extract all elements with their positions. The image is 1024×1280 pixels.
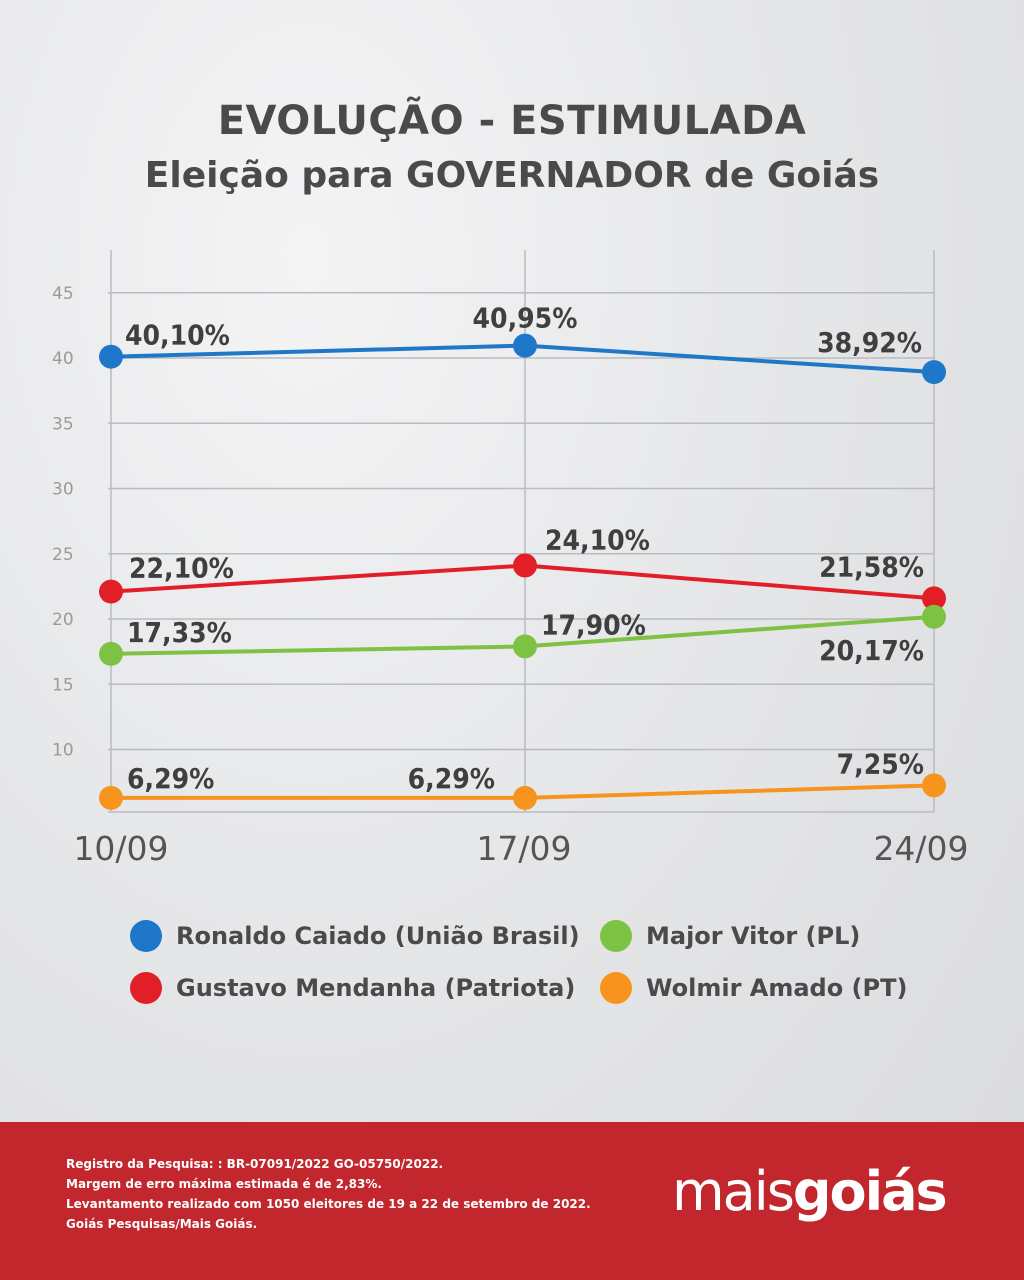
note-sample: Levantamento realizado com 1050 eleitore…: [66, 1197, 591, 1211]
y-tick-label: 35: [52, 414, 74, 434]
data-point: [99, 579, 123, 604]
y-tick-label: 15: [52, 675, 74, 695]
legend-label: Wolmir Amado (PT): [646, 974, 908, 1002]
line-chart: 10 15 20 25 30 35 40 45 40,10% 40,95% 38,92% 22,10…: [52, 250, 969, 868]
data-label: 21,58%: [819, 550, 924, 583]
x-tick-label: 24/09: [873, 829, 968, 868]
data-point: [513, 785, 537, 810]
legend-swatch-orange: [600, 972, 632, 1004]
legend-swatch-blue: [130, 920, 162, 952]
legend-item-major-vitor: Major Vitor (PL): [600, 920, 930, 952]
note-registration: Registro da Pesquisa: : BR-07091/2022 GO…: [66, 1157, 444, 1171]
data-label: 6,29%: [408, 762, 495, 795]
legend-swatch-green: [600, 920, 632, 952]
legend-swatch-red: [130, 972, 162, 1004]
data-label: 22,10%: [129, 552, 234, 585]
x-tick-label: 10/09: [73, 829, 168, 868]
legend: Ronaldo Caiado (União Brasil) Major Vito…: [130, 920, 930, 1004]
data-label: 7,25%: [837, 747, 924, 780]
y-tick-label: 40: [52, 349, 74, 369]
data-label: 17,90%: [541, 608, 646, 641]
data-point: [513, 634, 537, 659]
y-tick-label: 10: [52, 741, 74, 761]
data-point: [99, 641, 123, 666]
data-label: 24,10%: [545, 523, 650, 556]
chart-title: EVOLUÇÃO - ESTIMULADA: [217, 98, 807, 144]
x-tick-label: 17/09: [476, 829, 571, 868]
legend-label: Gustavo Mendanha (Patriota): [176, 974, 576, 1002]
y-tick-label: 30: [52, 480, 74, 500]
data-label: 6,29%: [127, 762, 214, 795]
data-label: 40,95%: [473, 302, 578, 335]
data-point: [99, 344, 123, 369]
data-label: 17,33%: [127, 616, 232, 649]
legend-label: Ronaldo Caiado (União Brasil): [176, 922, 580, 950]
note-margin-of-error: Margem de erro máxima estimada é de 2,83…: [66, 1177, 382, 1191]
note-source: Goiás Pesquisas/Mais Goiás.: [66, 1217, 258, 1231]
legend-item-gustavo-mendanha: Gustavo Mendanha (Patriota): [130, 972, 600, 1004]
maisgoias-logo: maisgoiás: [672, 1160, 948, 1223]
data-label: 40,10%: [125, 319, 230, 352]
data-point: [922, 586, 946, 611]
footer-bar: Registro da Pesquisa: : BR-07091/2022 GO…: [0, 1122, 1024, 1280]
legend-item-wolmir-amado: Wolmir Amado (PT): [600, 972, 930, 1004]
survey-notes: Registro da Pesquisa: : BR-07091/2022 GO…: [66, 1154, 626, 1234]
data-point: [99, 785, 123, 810]
data-point: [513, 333, 537, 358]
legend-item-ronaldo-caiado: Ronaldo Caiado (União Brasil): [130, 920, 600, 952]
data-point: [922, 604, 946, 629]
legend-label: Major Vitor (PL): [646, 922, 861, 950]
chart-subtitle: Eleição para GOVERNADOR de Goiás: [144, 155, 880, 196]
data-point: [922, 773, 946, 798]
data-point: [513, 553, 537, 578]
data-label: 38,92%: [817, 326, 922, 359]
y-tick-label: 45: [52, 284, 74, 304]
y-tick-label: 20: [52, 610, 74, 630]
y-tick-label: 25: [52, 545, 74, 565]
data-label: 20,17%: [819, 634, 924, 667]
data-point: [922, 360, 946, 385]
